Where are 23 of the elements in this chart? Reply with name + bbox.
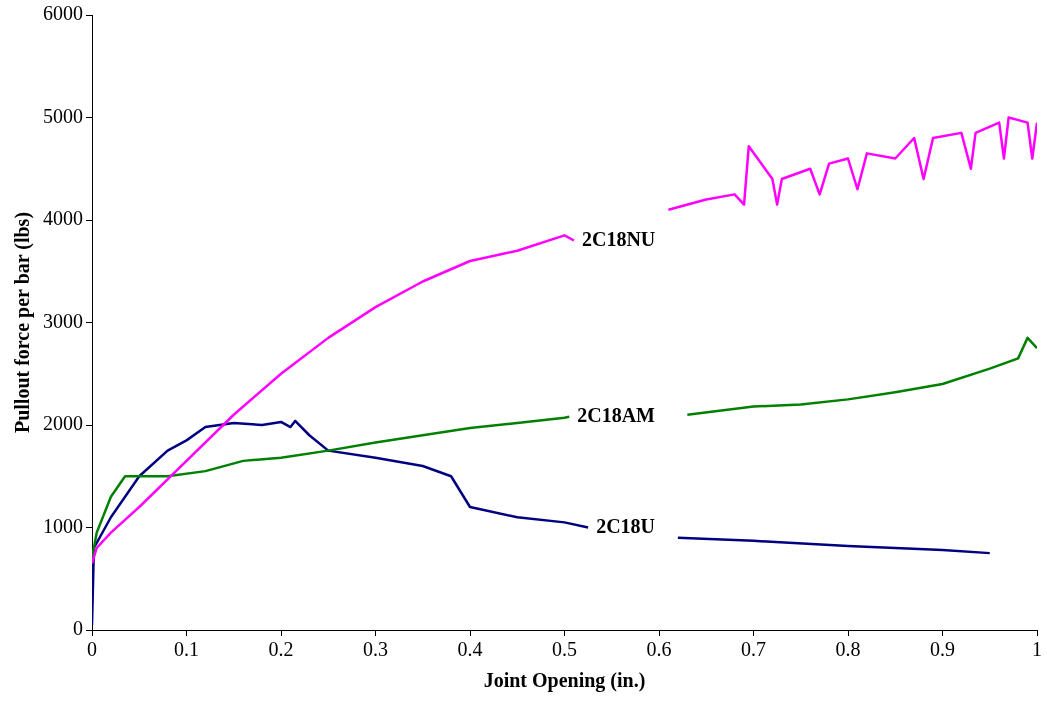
y-tick-label: 4000 — [43, 207, 83, 230]
y-tick-label: 6000 — [43, 2, 83, 25]
x-tick-label: 0 — [87, 638, 97, 661]
y-tick-label: 5000 — [43, 104, 83, 127]
x-tick-label: 0.1 — [174, 638, 199, 661]
y-tick-label: 3000 — [43, 309, 83, 332]
x-tick-label: 0.3 — [363, 638, 388, 661]
y-axis-title: Pullout force per bar (lbs) — [11, 211, 35, 434]
x-tick-label: 0.4 — [457, 638, 483, 661]
y-tick-label: 1000 — [43, 514, 83, 537]
series-label: 2C18U — [596, 514, 656, 537]
x-tick-label: 0.9 — [930, 638, 955, 661]
x-tick-label: 0.7 — [741, 638, 766, 661]
y-tick-label: 0 — [73, 617, 83, 640]
series-label: 2C18NU — [581, 227, 656, 250]
x-tick-label: 0.5 — [552, 638, 577, 661]
x-tick-label: 0.2 — [268, 638, 294, 661]
x-tick-label: 1 — [1032, 638, 1042, 661]
x-tick-label: 0.8 — [835, 638, 861, 661]
x-axis-title: Joint Opening (in.) — [483, 669, 646, 693]
y-tick-label: 2000 — [43, 412, 83, 435]
x-tick-label: 0.6 — [646, 638, 672, 661]
series-label: 2C18AM — [577, 403, 656, 426]
